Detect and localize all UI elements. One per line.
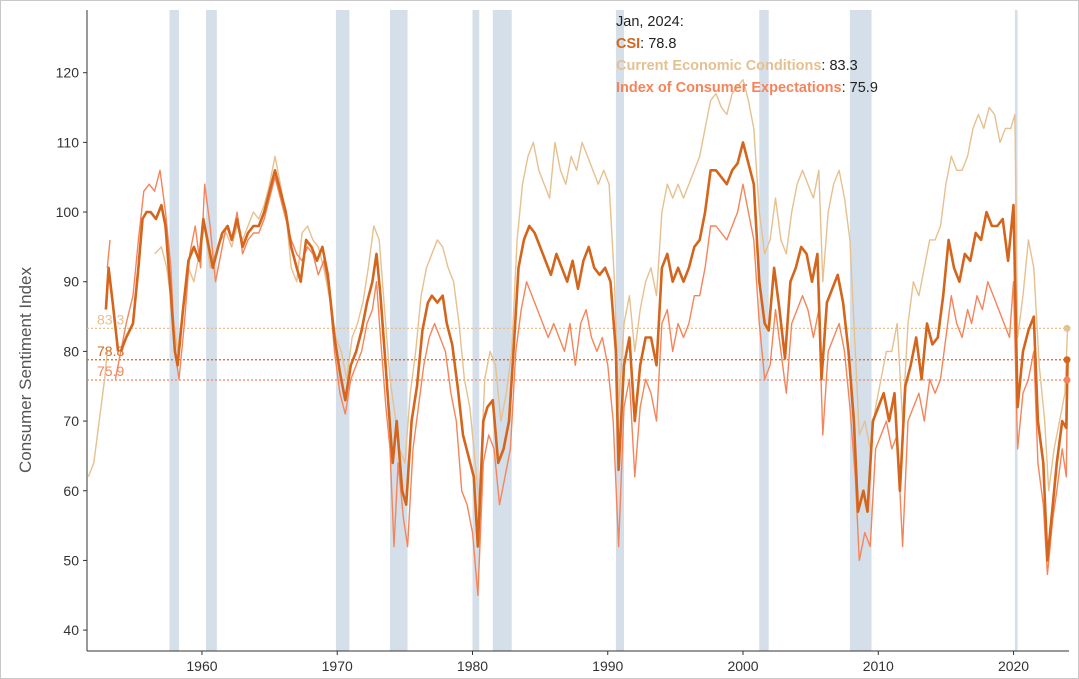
- x-tick-label: 1960: [186, 658, 217, 674]
- y-tick-label: 40: [63, 622, 79, 638]
- y-tick-label: 120: [56, 65, 80, 81]
- hover-tooltip: Jan, 2024: CSI: 78.8 Current Economic Con…: [616, 14, 878, 96]
- recession-band-7: [615, 10, 624, 651]
- recession-bands: [169, 10, 1018, 651]
- recession-band-5: [472, 10, 480, 651]
- y-tick-label: 110: [57, 134, 80, 150]
- tooltip-entry-index-of-consumer-expectations: Index of Consumer Expectations: 75.9: [616, 80, 878, 96]
- end-marker-current-economic-conditions[interactable]: [1063, 324, 1071, 332]
- x-tick-label: 2000: [727, 658, 758, 674]
- y-axis-label: Consumer Sentiment Index: [16, 267, 35, 473]
- y-tick-label: 70: [63, 413, 79, 429]
- tooltip-series-name: Current Economic Conditions: [616, 58, 821, 74]
- series-line-current-economic-conditions[interactable]: [87, 351, 108, 478]
- recession-band-6: [492, 10, 512, 651]
- series-lines: [87, 79, 1071, 596]
- tooltip-date: Jan, 2024:: [616, 14, 684, 30]
- recession-band-8: [759, 10, 769, 651]
- tooltip-series-value: : 78.8: [640, 36, 676, 52]
- series-line-csi-2[interactable]: [119, 141, 1069, 562]
- axes: 40 50 60 70 80 90 100 110 120 1960 1970 1980 1990 200…: [56, 10, 1069, 674]
- series-line-index-of-consumer-expectations-2[interactable]: [114, 169, 1069, 596]
- y-tick-label: 90: [63, 274, 79, 290]
- reference-label-index-of-consumer-expectations: 75.9: [97, 363, 124, 379]
- x-tick-label: 1970: [322, 658, 353, 674]
- tooltip-series-name: CSI: [616, 36, 640, 52]
- tooltip-entry-csi: CSI: 78.8: [616, 36, 676, 52]
- series-line-index-of-consumer-expectations[interactable]: [106, 239, 111, 268]
- recession-band-3: [335, 10, 350, 651]
- tooltip-series-name: Index of Consumer Expectations: [616, 80, 842, 96]
- tooltip-series-value: : 83.3: [821, 58, 857, 74]
- x-tick-label: 2020: [998, 658, 1029, 674]
- y-tick-label: 100: [56, 204, 80, 220]
- recession-band-4: [389, 10, 408, 651]
- end-marker-index-of-consumer-expectations[interactable]: [1063, 376, 1071, 384]
- x-tick-label: 1980: [457, 658, 488, 674]
- x-tick-label: 2010: [863, 658, 894, 674]
- end-marker-csi[interactable]: [1063, 356, 1071, 364]
- reference-label-current-economic-conditions: 83.3: [97, 311, 124, 327]
- y-tick-label: 60: [63, 483, 79, 499]
- recession-band-2: [206, 10, 217, 651]
- y-tick-label: 80: [63, 343, 79, 359]
- tooltip-series-value: : 75.9: [842, 80, 878, 96]
- series-line-csi[interactable]: [104, 266, 120, 352]
- tooltip-entry-current-economic-conditions: Current Economic Conditions: 83.3: [616, 58, 858, 74]
- y-tick-label: 50: [63, 552, 79, 568]
- x-tick-label: 1990: [592, 658, 623, 674]
